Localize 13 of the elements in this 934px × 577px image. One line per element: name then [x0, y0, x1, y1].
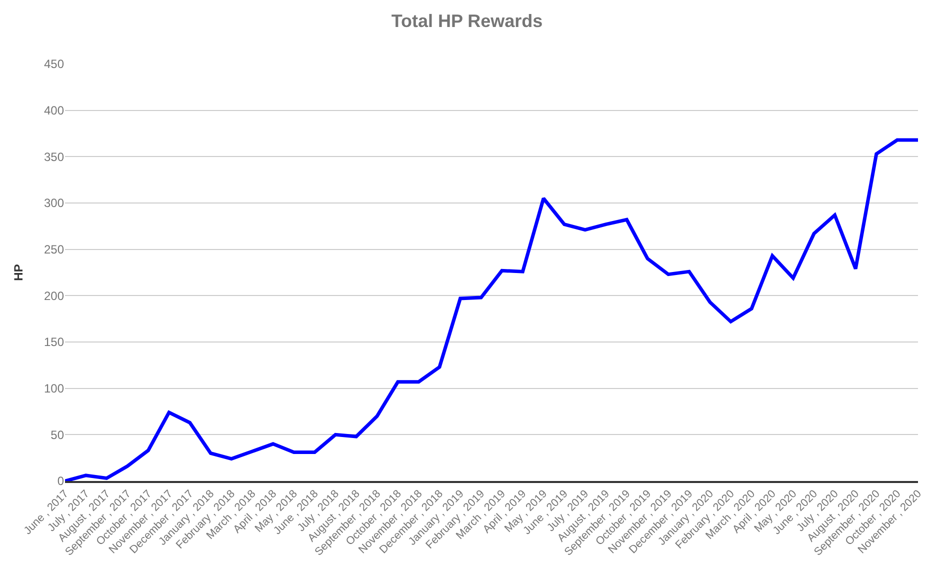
y-tick-label: 400: [44, 104, 64, 118]
y-tick-label: 250: [44, 242, 64, 257]
y-tick-label: 100: [44, 382, 64, 396]
y-tick-label: 150: [44, 335, 64, 350]
chart-title: Total HP Rewards: [391, 11, 543, 32]
line-series: [65, 138, 918, 481]
y-tick-label: 200: [44, 288, 64, 303]
y-tick-label: 300: [44, 196, 64, 210]
y-axis-title: HP: [11, 264, 26, 281]
y-tick-label: 0: [57, 474, 64, 488]
y-tick-label: 350: [44, 150, 64, 164]
y-tick-label: 450: [44, 57, 64, 72]
y-tick-label: 50: [50, 428, 64, 442]
